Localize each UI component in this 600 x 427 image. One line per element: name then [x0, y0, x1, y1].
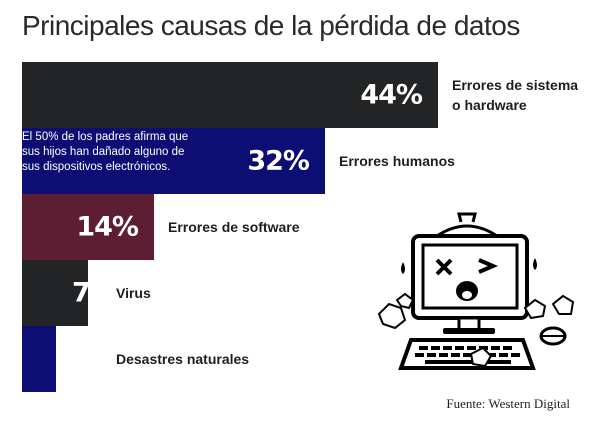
- bar-value-label: 3%: [72, 343, 117, 375]
- mouse-icon: [539, 326, 567, 346]
- category-label-line: Errores humanos: [339, 153, 455, 169]
- keyboard-icon: [398, 338, 536, 370]
- annotation-line: sus hijos han dañado alguno de: [22, 146, 185, 158]
- bar-value-label: 14%: [76, 211, 139, 243]
- annotation-line: El 50% de los padres afirma que: [22, 131, 189, 143]
- category-label: Errores de sistema o hardware: [452, 75, 578, 115]
- category-label: Errores humanos: [339, 151, 455, 171]
- bar: 7%: [22, 260, 117, 326]
- annotation-note: El 50% de los padres afirma que sus hijo…: [22, 130, 242, 175]
- annotation-line: sus dispositivos electrónicos.: [22, 161, 171, 173]
- bar: 14%: [22, 194, 154, 260]
- category-label: Errores de software: [168, 217, 300, 237]
- category-label-line: o hardware: [452, 97, 527, 113]
- bar: 3%: [22, 326, 117, 392]
- crumpled-paper-icon: [377, 292, 575, 368]
- monitor-icon: [401, 234, 537, 334]
- bar-value-label: 44%: [360, 79, 423, 111]
- category-label: Virus: [116, 283, 151, 303]
- category-label-line: Errores de sistema: [452, 77, 579, 93]
- category-label-line: Virus: [116, 285, 151, 301]
- bar: 44%: [22, 62, 438, 128]
- bar-value-label: 7%: [72, 277, 117, 309]
- category-label-line: Errores de software: [168, 219, 300, 235]
- broken-computer-illustration: [375, 208, 585, 388]
- bar: 32%: [22, 128, 325, 194]
- source-note: Fuente: Western Digital: [446, 396, 570, 411]
- chart-title: Principales causas de la pérdida de dato…: [22, 10, 520, 41]
- category-label-line: Desastres naturales: [116, 351, 250, 367]
- bar-value-label: 32%: [247, 145, 310, 177]
- category-label: Desastres naturales: [116, 349, 249, 369]
